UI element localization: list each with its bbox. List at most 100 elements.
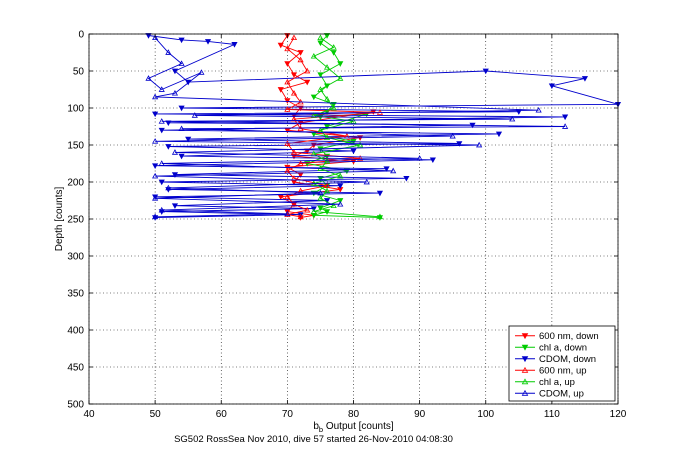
legend-marker bbox=[521, 378, 529, 385]
data-point bbox=[284, 106, 291, 112]
x-tick-label: 110 bbox=[544, 409, 560, 420]
data-point bbox=[152, 34, 159, 41]
data-point bbox=[337, 183, 344, 189]
x-tick-labels: 40 50 60 70 80 90 100 110 120 bbox=[83, 409, 626, 420]
data-point bbox=[152, 195, 159, 201]
data-point bbox=[330, 202, 337, 208]
data-point bbox=[317, 34, 324, 41]
data-point bbox=[330, 44, 337, 50]
data-point bbox=[290, 72, 298, 78]
data-point bbox=[152, 111, 159, 118]
data-point bbox=[350, 148, 357, 155]
data-point bbox=[390, 167, 397, 174]
data-point bbox=[290, 34, 298, 41]
y-tick-label: 400 bbox=[67, 326, 84, 337]
data-point bbox=[284, 78, 291, 85]
y-tick-label: 50 bbox=[73, 67, 85, 78]
legend-item: CDOM, up bbox=[515, 389, 584, 400]
data-point bbox=[185, 136, 192, 143]
data-point bbox=[317, 86, 324, 92]
axes-frame bbox=[88, 33, 619, 405]
legend-marker bbox=[521, 356, 529, 363]
x-tick-label: 120 bbox=[610, 409, 627, 420]
data-point bbox=[178, 125, 185, 132]
data-point bbox=[323, 95, 331, 102]
y-tick-label: 500 bbox=[67, 400, 84, 411]
data-point bbox=[357, 155, 364, 161]
data-point bbox=[152, 194, 159, 201]
data-point bbox=[416, 155, 423, 161]
data-point bbox=[290, 149, 298, 155]
data-point bbox=[158, 160, 165, 166]
data-point bbox=[152, 93, 159, 100]
data-point bbox=[277, 87, 284, 93]
data-point bbox=[158, 127, 165, 134]
data-point bbox=[145, 33, 152, 39]
data-point bbox=[403, 175, 410, 182]
data-point bbox=[310, 112, 317, 118]
data-point bbox=[323, 209, 331, 215]
data-point bbox=[304, 67, 311, 74]
data-point bbox=[158, 86, 165, 92]
series-5 bbox=[145, 34, 569, 220]
data-point bbox=[165, 144, 172, 150]
data-point bbox=[290, 115, 298, 122]
data-point bbox=[297, 125, 304, 132]
data-point bbox=[152, 163, 159, 169]
data-point bbox=[297, 160, 304, 166]
x-tick-label: 100 bbox=[477, 409, 494, 420]
data-point bbox=[171, 68, 179, 75]
data-point bbox=[337, 61, 344, 67]
data-point bbox=[178, 105, 185, 112]
data-point bbox=[152, 138, 159, 144]
data-point bbox=[323, 134, 331, 140]
data-point bbox=[482, 68, 489, 75]
data-point bbox=[317, 175, 324, 182]
data-point bbox=[178, 37, 185, 44]
legend-item: chl a, up bbox=[515, 377, 575, 388]
data-point bbox=[323, 187, 331, 194]
data-point bbox=[509, 115, 516, 122]
data-point bbox=[429, 157, 436, 164]
legend-marker bbox=[521, 366, 529, 373]
legend-label: chl a, down bbox=[539, 343, 587, 354]
data-point bbox=[284, 98, 291, 104]
x-axis-label-main: b bbox=[313, 421, 319, 432]
data-point bbox=[323, 158, 331, 164]
series-line bbox=[285, 37, 381, 218]
data-point bbox=[323, 33, 331, 39]
legend-item: chl a, down bbox=[515, 343, 587, 354]
data-point bbox=[330, 104, 337, 111]
data-point bbox=[171, 89, 179, 96]
x-axis-label-subscript: b bbox=[319, 425, 323, 434]
data-point bbox=[297, 213, 304, 220]
data-point bbox=[310, 52, 317, 59]
x-tick-label: 90 bbox=[414, 409, 426, 420]
x-tick-label: 70 bbox=[282, 409, 294, 420]
data-point bbox=[456, 141, 463, 147]
legend-label: 600 nm, down bbox=[539, 331, 599, 342]
data-point bbox=[171, 172, 179, 178]
data-point bbox=[304, 79, 311, 86]
data-point bbox=[171, 149, 179, 155]
y-tick-label: 350 bbox=[67, 289, 84, 300]
data-point bbox=[449, 132, 456, 139]
data-point bbox=[363, 178, 370, 185]
data-point bbox=[337, 198, 344, 204]
data-point bbox=[231, 42, 238, 48]
data-point bbox=[165, 49, 172, 55]
data-point bbox=[284, 193, 291, 200]
data-point bbox=[383, 166, 390, 172]
data-point bbox=[158, 118, 165, 124]
data-point bbox=[476, 141, 483, 148]
y-tick-label: 150 bbox=[67, 141, 84, 152]
series-line bbox=[312, 37, 381, 218]
x-axis-label-rest: Output [counts] bbox=[323, 421, 394, 432]
data-point bbox=[317, 195, 324, 201]
data-point bbox=[495, 131, 503, 138]
y-tick-labels: 0 50 100 150 200 250 300 350 400 450 500 bbox=[67, 30, 84, 411]
y-tick-label: 250 bbox=[67, 215, 84, 226]
data-point bbox=[337, 75, 344, 81]
data-point bbox=[178, 153, 185, 160]
